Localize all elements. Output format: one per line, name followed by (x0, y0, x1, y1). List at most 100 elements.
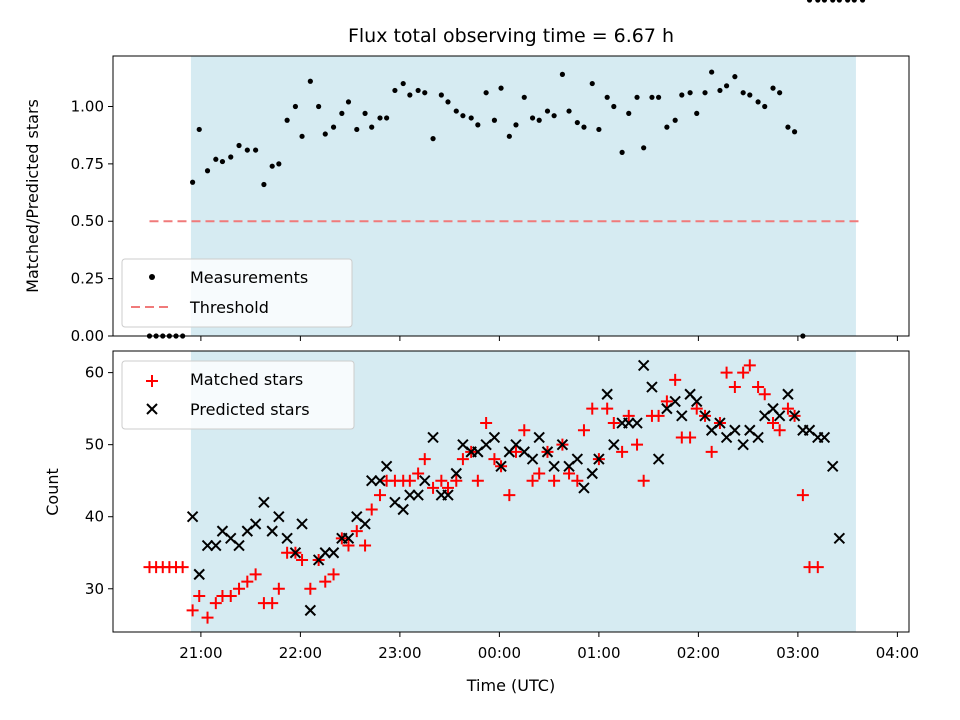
measurement-point (747, 92, 753, 98)
x-tick-label: 23:00 (378, 644, 421, 662)
matched-star-point (607, 417, 620, 430)
bottom-legend[interactable]: Matched stars Predicted stars (121, 360, 355, 430)
measurement-point (589, 80, 595, 87)
bottom-y-ticks: 30 40 50 60 (85, 364, 113, 598)
matched-star-point (365, 503, 378, 516)
predicted-star-point (281, 532, 293, 545)
measurement-point (619, 149, 625, 155)
matched-star-point (304, 582, 317, 595)
matched-star-point (533, 467, 546, 480)
measurement-point (400, 80, 406, 87)
measurement-point (483, 90, 489, 96)
matched-star-point (509, 445, 522, 458)
predicted-star-point (818, 431, 831, 444)
matched-star-point (186, 604, 199, 617)
matched-star-point (728, 381, 741, 394)
x-tick-label: 00:00 (478, 644, 521, 662)
matched-star-point (224, 589, 237, 602)
y-tick-label: 1.00 (71, 97, 104, 115)
measurement-point (475, 122, 481, 128)
predicted-star-point (450, 467, 462, 480)
predicted-star-point (380, 460, 393, 472)
measurement-point (244, 147, 250, 153)
measurement-point (316, 103, 322, 110)
matched-star-point (720, 366, 733, 379)
predicted-star-point (273, 511, 285, 523)
matched-star-point (652, 409, 665, 422)
measurement-point (755, 99, 761, 105)
measurement-point (362, 110, 368, 116)
top-legend[interactable]: Measurements Threshold (121, 258, 353, 328)
measurement-point (785, 124, 791, 130)
matched-star-point (233, 582, 246, 595)
predicted-star-point (556, 438, 569, 451)
predicted-star-point (404, 489, 416, 501)
predicted-star-point (541, 446, 554, 458)
measurement-point (723, 83, 730, 89)
bottom-x-ticks: 21:00 22:00 23:00 00:00 01:00 02:00 03:00 04:00 (179, 632, 919, 662)
measurement-point (276, 161, 282, 167)
y-tick-label: 40 (85, 508, 104, 526)
x-tick-label: 03:00 (776, 644, 819, 662)
x-tick-label: 21:00 (179, 644, 222, 662)
measurement-point (717, 87, 723, 94)
measurement-point (559, 71, 566, 77)
matched-star-point (563, 467, 576, 480)
bottom-legend-box (121, 360, 355, 430)
predicted-star-point (412, 489, 424, 501)
x-tick-label: 04:00 (876, 644, 919, 662)
measurement-point (777, 90, 783, 96)
measurement-point (815, 0, 821, 3)
measurement-point (649, 94, 655, 100)
measurement-point (392, 87, 398, 94)
measurement-point (830, 0, 836, 3)
matched-star-point (327, 568, 340, 581)
measurement-point (236, 142, 242, 149)
measurement-point (292, 103, 299, 110)
top-legend-box (121, 258, 353, 328)
matched-star-point (773, 424, 786, 437)
predicted-star-point (526, 453, 539, 465)
measurement-point (354, 126, 360, 133)
y-tick-label: 30 (85, 580, 104, 598)
measurement-point (836, 0, 842, 3)
measurement-point (468, 115, 474, 121)
matched-star-point (471, 474, 484, 487)
count-points (143, 359, 846, 624)
predicted-star-point (233, 539, 245, 552)
measurement-point (574, 119, 580, 126)
measurement-point (213, 156, 219, 162)
measurement-point (770, 85, 776, 91)
measurement-point (415, 87, 421, 94)
measurement-point (430, 136, 436, 142)
bottom-panel: 30 40 50 60 21:00 22:00 23:00 00:00 01:00 02:00 0… (43, 351, 919, 695)
matched-star-point (176, 561, 189, 574)
matched-star-point (758, 388, 771, 401)
measurement-point (219, 158, 226, 165)
bottom-panel-frame (112, 350, 910, 633)
top-x-ticks (200, 336, 898, 341)
predicted-star-point (193, 568, 205, 581)
measurement-point (740, 90, 746, 96)
measurement-point (544, 108, 551, 114)
predicted-star-point (571, 453, 584, 465)
measurement-point (196, 126, 202, 133)
x-tick-label: 01:00 (577, 644, 620, 662)
matched-star-point (660, 395, 673, 408)
matched-star-point (450, 474, 463, 487)
measurement-point (438, 92, 444, 98)
predicted-star-point (427, 431, 439, 444)
measurement-point (307, 78, 313, 84)
measurement-point (513, 122, 519, 128)
measurement-point (791, 129, 798, 135)
predicted-star-point (533, 431, 545, 444)
measurement-point (806, 0, 813, 3)
matched-star-point (737, 366, 750, 379)
measurement-point (521, 94, 527, 100)
measurement-point (732, 74, 738, 80)
x-tick-label: 22:00 (279, 644, 322, 662)
measurement-point (407, 92, 413, 98)
matched-star-point (480, 417, 493, 430)
predicted-star-point (548, 460, 560, 472)
